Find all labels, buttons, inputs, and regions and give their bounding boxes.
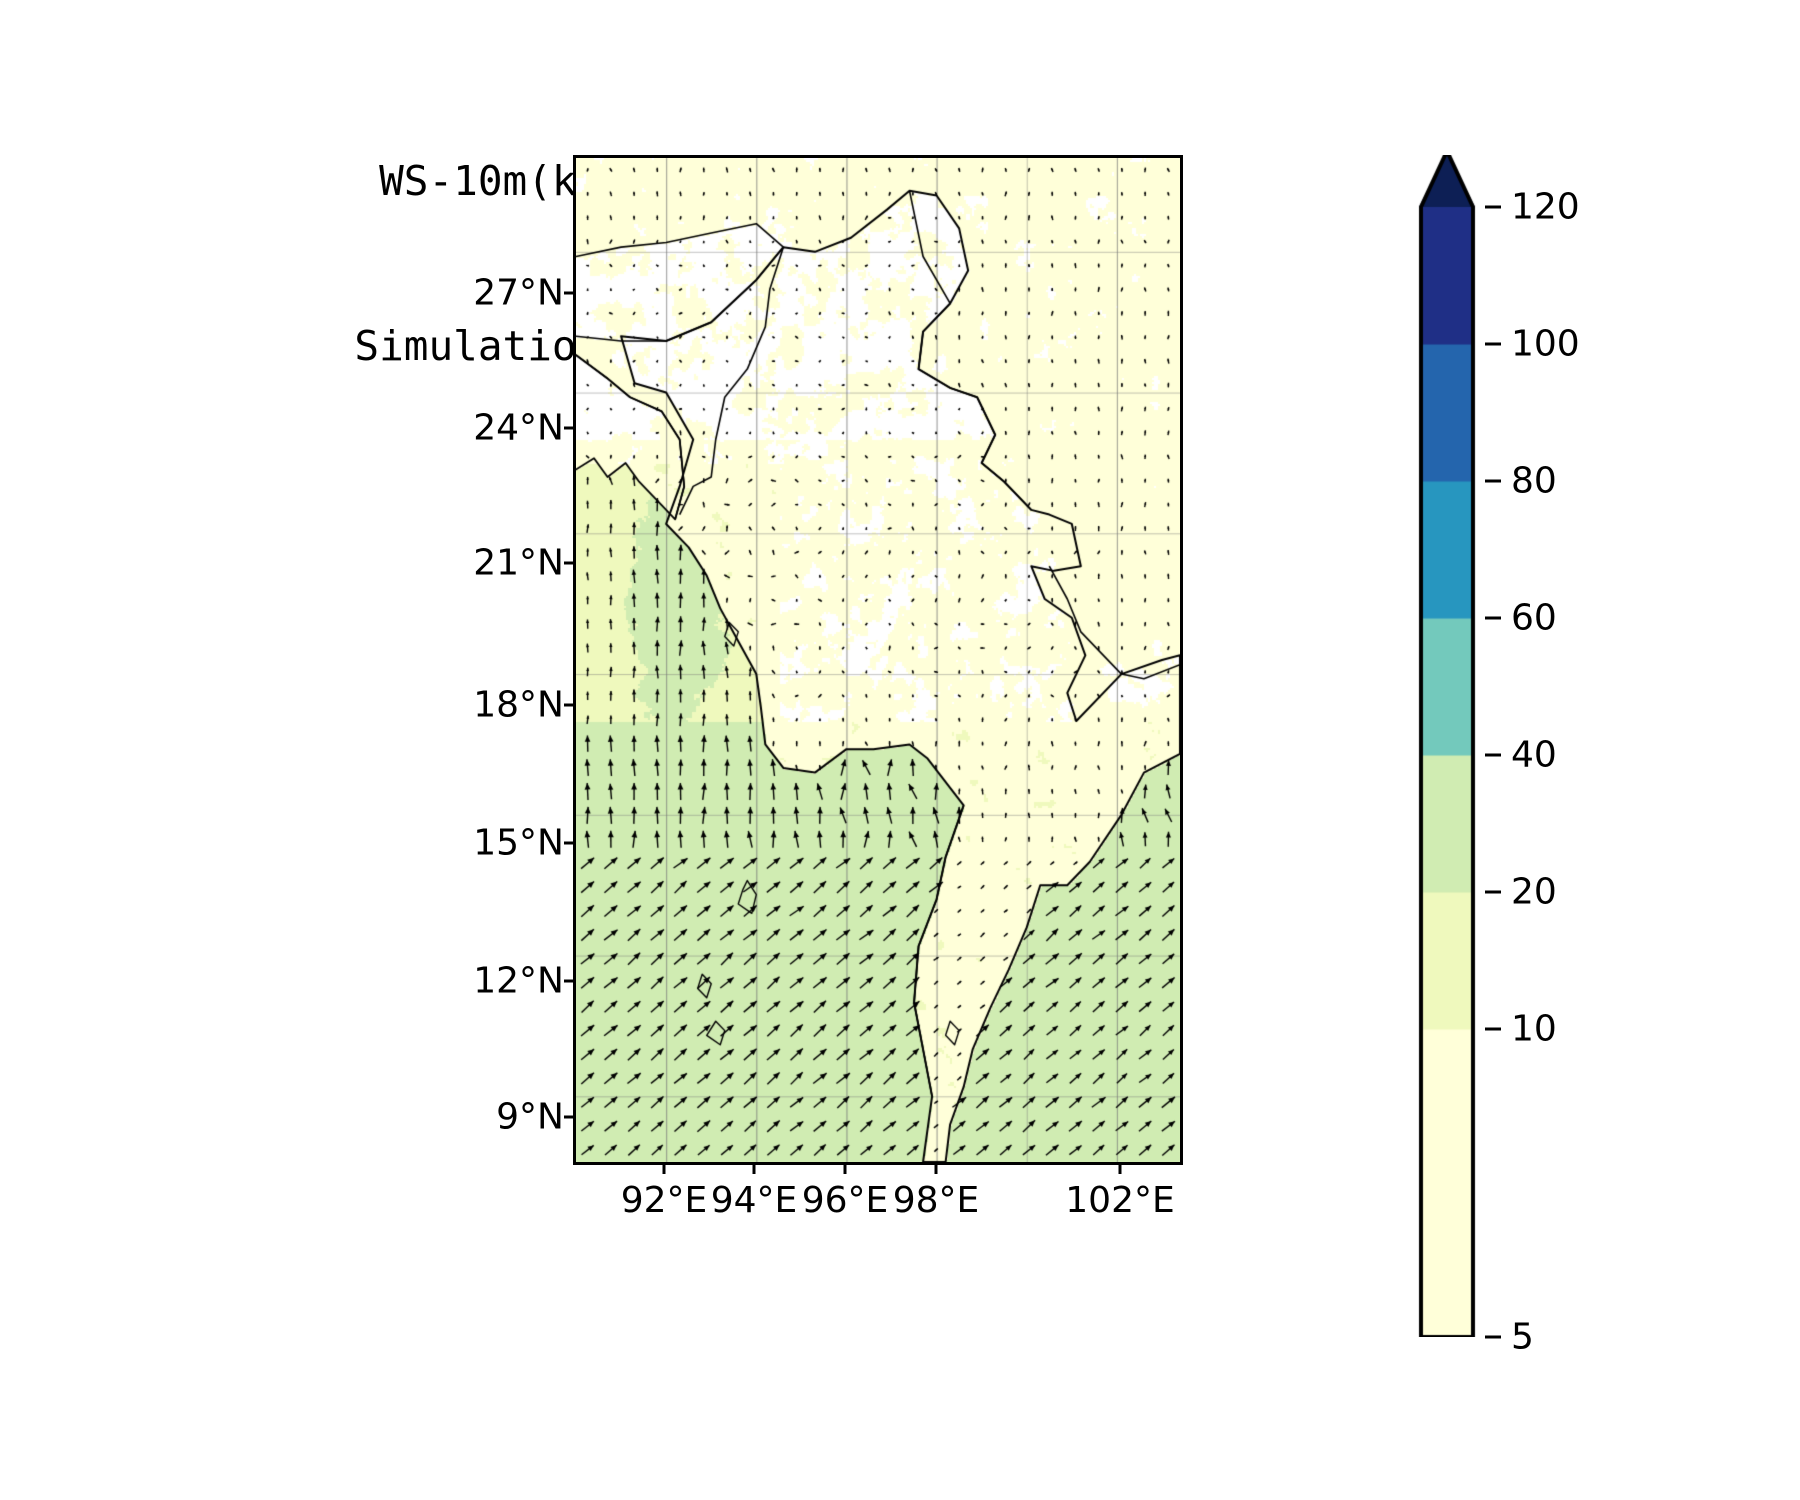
latitude-tick-mark <box>564 1115 573 1119</box>
colorbar: 120 100 80 60 40 20 10 5 <box>1415 155 1580 1358</box>
colorbar-tick-mark <box>1485 616 1501 620</box>
latitude-tick-label: 9°N <box>496 1096 564 1138</box>
colorbar-tick-label: 120 <box>1511 186 1580 228</box>
colorbar-gradient <box>1415 155 1485 1337</box>
colorbar-tick-label: 40 <box>1511 734 1557 776</box>
colorbar-tick-mark <box>1485 1335 1501 1339</box>
colorbar-tick-mark <box>1485 342 1501 346</box>
latitude-tick-mark <box>564 561 573 565</box>
longitude-tick-label: 102°E <box>1065 1180 1175 1221</box>
colorbar-tick-mark <box>1485 1027 1501 1031</box>
colorbar-tick-label: 100 <box>1511 323 1580 365</box>
colorbar-tick-label: 10 <box>1511 1008 1557 1050</box>
colorbar-tick-mark <box>1485 753 1501 757</box>
latitude-tick-label: 12°N <box>473 960 564 1002</box>
latitude-tick-mark <box>564 703 573 707</box>
latitude-tick-label: 24°N <box>473 407 564 449</box>
colorbar-tick-mark <box>1485 890 1501 894</box>
colorbar-tick-mark <box>1485 205 1501 209</box>
latitude-tick-mark <box>564 426 573 430</box>
windspeed-map-canvas <box>576 158 1180 1162</box>
longitude-tick-mark <box>752 1165 756 1174</box>
latitude-tick-mark <box>564 291 573 295</box>
longitude-tick-label: 92°E <box>620 1180 708 1221</box>
longitude-tick-mark <box>934 1165 938 1174</box>
latitude-tick-label: 15°N <box>473 822 564 864</box>
colorbar-tick-label: 20 <box>1511 871 1557 913</box>
colorbar-tick-mark <box>1485 479 1501 483</box>
longitude-tick-label: 98°E <box>892 1180 980 1221</box>
latitude-tick-label: 21°N <box>473 542 564 584</box>
colorbar-tick-label: 5 <box>1511 1316 1534 1358</box>
longitude-tick-mark <box>1118 1165 1122 1174</box>
longitude-tick-mark <box>662 1165 666 1174</box>
map-plot-area <box>573 155 1183 1165</box>
colorbar-tick-label: 60 <box>1511 597 1557 639</box>
longitude-tick-label: 94°E <box>710 1180 798 1221</box>
latitude-tick-label: 27°N <box>473 272 564 314</box>
latitude-tick-mark <box>564 979 573 983</box>
latitude-tick-mark <box>564 841 573 845</box>
longitude-tick-label: 96°E <box>801 1180 889 1221</box>
colorbar-tick-label: 80 <box>1511 460 1557 502</box>
longitude-tick-mark <box>843 1165 847 1174</box>
latitude-tick-label: 18°N <box>473 684 564 726</box>
